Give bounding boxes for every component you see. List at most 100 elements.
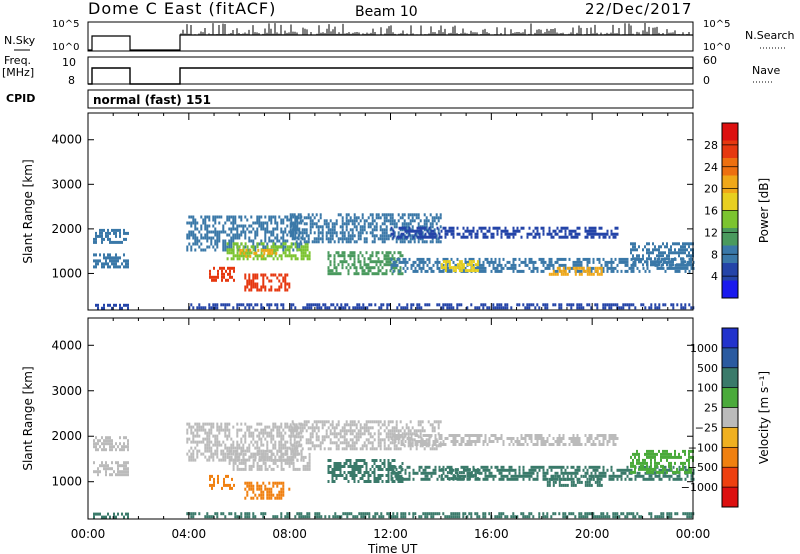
y-axis-label: Slant Range [km] bbox=[21, 366, 35, 470]
power-panel: 1000 2000 3000 4000 Slant Range [km] 4 8 12 16 20… bbox=[21, 112, 771, 311]
cpid-panel-frame bbox=[87, 89, 694, 109]
colorbar-tick-label: 1000 bbox=[690, 342, 718, 355]
power-data-patch bbox=[244, 273, 291, 292]
velocity-panel: 1000 2000 3000 4000 Slant Range [km] 1000 500 1… bbox=[21, 317, 771, 520]
y-tick-label: 2000 bbox=[51, 429, 82, 443]
x-tick-label: 12:00 bbox=[373, 527, 408, 541]
nsky-line bbox=[88, 34, 693, 51]
power-data-patch bbox=[209, 266, 235, 282]
colorbar-segment bbox=[722, 193, 738, 211]
colorbar-segment bbox=[722, 280, 738, 299]
colorbar-tick-label: 25 bbox=[704, 402, 718, 415]
velocity-data-patch bbox=[546, 474, 603, 487]
nsky-spikes bbox=[180, 23, 690, 35]
colorbar-segment bbox=[722, 140, 738, 159]
velocity-data-patch bbox=[209, 474, 235, 490]
colorbar-tick-label: 4 bbox=[711, 270, 718, 283]
velocity-data-patch bbox=[226, 449, 311, 471]
nsearch-tick-low: 10^0 bbox=[703, 42, 730, 53]
y-tick-label: 3000 bbox=[51, 177, 82, 191]
power-panel-frame bbox=[87, 112, 694, 311]
colorbar-label: Velocity [m s⁻¹] bbox=[757, 371, 771, 464]
velocity-data-patch bbox=[440, 468, 479, 481]
nave-tick-low: 0 bbox=[703, 74, 710, 87]
y-axis-label: Slant Range [km] bbox=[21, 159, 35, 263]
freq-label-line1: Freq. bbox=[4, 54, 31, 67]
nsearch-label: N.Search bbox=[745, 29, 795, 42]
power-data-patch bbox=[548, 266, 603, 276]
y-tick-label: 1000 bbox=[51, 475, 82, 489]
y-tick-label: 4000 bbox=[51, 338, 82, 352]
y-tick-label: 2000 bbox=[51, 222, 82, 236]
nsky-panel-frame bbox=[87, 21, 694, 52]
colorbar-segment bbox=[722, 210, 738, 229]
velocity-data-patch bbox=[244, 481, 291, 500]
colorbar-segment bbox=[722, 447, 738, 468]
cpid-label: CPID bbox=[6, 92, 35, 105]
freq-panel-frame bbox=[87, 56, 694, 85]
colorbar-label: Power [dB] bbox=[757, 178, 771, 243]
x-tick-label: 16:00 bbox=[474, 527, 509, 541]
x-tick-label: 08:00 bbox=[272, 527, 307, 541]
colorbar-segment bbox=[722, 387, 738, 409]
x-tick-label: 04:00 bbox=[172, 527, 207, 541]
velocity-data-patch bbox=[93, 512, 129, 519]
colorbar-tick-label: 16 bbox=[704, 205, 718, 218]
colorbar-segment bbox=[722, 367, 738, 389]
colorbar-tick-label: −1000 bbox=[681, 481, 718, 494]
nsky-label: N.Sky bbox=[4, 34, 36, 47]
velocity-panel-frame bbox=[87, 317, 694, 520]
colorbar-segment bbox=[722, 347, 738, 369]
power-data-patch bbox=[239, 248, 278, 258]
colorbar-tick-label: 20 bbox=[704, 183, 718, 196]
y-tick-label: 4000 bbox=[51, 133, 82, 147]
velocity-data-patch bbox=[93, 461, 129, 477]
colorbar-frame bbox=[721, 327, 739, 508]
x-tick-label: 00:00 bbox=[676, 527, 711, 541]
power-data-patch bbox=[226, 242, 311, 261]
velocity-data-patch bbox=[630, 449, 694, 474]
power-data-patch bbox=[93, 253, 129, 269]
colorbar-segment bbox=[722, 123, 738, 141]
velocity-data-patch bbox=[289, 420, 442, 451]
power-data-patch bbox=[327, 251, 404, 276]
power-data-patch bbox=[630, 242, 694, 267]
freq-tick-low: 8 bbox=[68, 74, 75, 87]
colorbar-tick-label: −500 bbox=[688, 461, 718, 474]
nsky-tick-low: 10^0 bbox=[52, 42, 79, 53]
colorbar-tick-label: 500 bbox=[697, 362, 718, 375]
power-data-patch bbox=[289, 213, 442, 244]
freq-trace bbox=[88, 67, 693, 85]
colorbar-segment bbox=[722, 427, 738, 448]
colorbar-tick-label: 100 bbox=[697, 382, 718, 395]
colorbar-segment bbox=[722, 175, 738, 194]
nsky-trace bbox=[88, 23, 693, 51]
colorbar-tick-label: 24 bbox=[704, 161, 718, 174]
time-axis: 00:00 04:00 08:00 12:00 16:00 20:00 00:00 bbox=[71, 527, 711, 541]
power-data-patch bbox=[390, 226, 619, 239]
colorbar-segment bbox=[722, 407, 738, 428]
colorbar-tick-label: −25 bbox=[695, 421, 718, 434]
power-data-patch bbox=[95, 303, 129, 310]
colorbar-tick-label: −100 bbox=[688, 441, 718, 454]
power-data-patch bbox=[93, 228, 129, 244]
nave-tick-high: 60 bbox=[703, 54, 717, 67]
velocity-data-patch bbox=[390, 434, 619, 446]
nsky-tick-high: 10^5 bbox=[52, 19, 79, 30]
velocity-data-patch bbox=[186, 512, 695, 519]
x-tick-label: 00:00 bbox=[71, 527, 106, 541]
colorbar-tick-label: 28 bbox=[704, 139, 718, 152]
time-axis-label: Time UT bbox=[367, 542, 418, 554]
plot-title: Dome C East (fitACF) bbox=[88, 0, 276, 18]
freq-label-line2: [MHz] bbox=[2, 66, 34, 79]
freq-tick-high: 10 bbox=[62, 56, 76, 69]
colorbar-segment bbox=[722, 228, 738, 246]
colorbar-tick-label: 12 bbox=[704, 226, 718, 239]
colorbar-segment bbox=[722, 328, 738, 349]
x-tick-label: 20:00 bbox=[575, 527, 610, 541]
velocity-data-patch bbox=[186, 422, 303, 462]
colorbar-segment bbox=[722, 263, 738, 281]
nsearch-tick-high: 10^5 bbox=[703, 19, 730, 30]
cpid-mode: normal (fast) 151 bbox=[93, 93, 211, 107]
